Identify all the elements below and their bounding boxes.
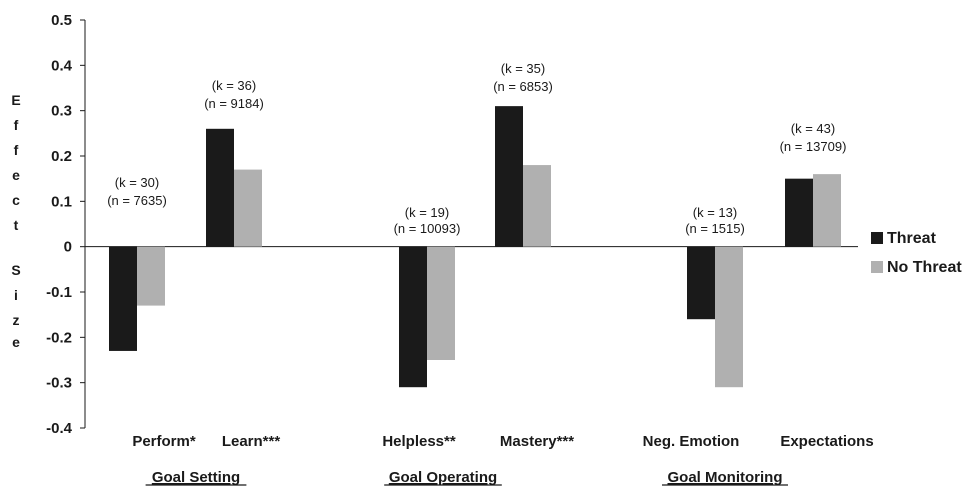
y-label-letter: e bbox=[12, 334, 20, 350]
annotation-k: (k = 19) bbox=[405, 205, 449, 220]
category-label: Learn*** bbox=[222, 433, 281, 450]
category-label: Mastery*** bbox=[500, 433, 574, 450]
category-labels: Perform* Learn*** Helpless** Mastery*** Neg.… bbox=[132, 433, 873, 450]
category-label: Expectations bbox=[780, 433, 873, 450]
category-label: Perform* bbox=[132, 433, 196, 450]
y-label-letter: c bbox=[12, 192, 20, 208]
group-label: Goal Setting bbox=[152, 469, 240, 486]
sample-annotations: (k = 30) (n = 7635) (k = 36) (n = 9184) (k =… bbox=[107, 61, 846, 236]
bar-threat bbox=[206, 128, 234, 247]
annotation-n: (n = 6853) bbox=[493, 79, 553, 94]
category-label: Neg. Emotion bbox=[643, 433, 740, 450]
group-label: Goal Monitoring bbox=[668, 469, 783, 486]
annotation-n: (n = 10093) bbox=[394, 221, 461, 236]
y-label-letter: S bbox=[11, 262, 20, 278]
annotation-k: (k = 13) bbox=[693, 205, 737, 220]
annotation-n: (n = 7635) bbox=[107, 193, 167, 208]
y-tick-label: 0.2 bbox=[51, 148, 72, 165]
group-label: Goal Operating bbox=[389, 469, 497, 486]
bar-no-threat bbox=[715, 246, 743, 388]
y-label-letter: E bbox=[11, 92, 20, 108]
annotation-k: (k = 43) bbox=[791, 121, 835, 136]
bar-no-threat bbox=[427, 246, 455, 360]
y-label-letter: e bbox=[12, 167, 20, 183]
bar-no-threat bbox=[234, 169, 262, 247]
annotation-k: (k = 36) bbox=[212, 78, 256, 93]
annotation-n: (n = 1515) bbox=[685, 221, 745, 236]
bar-no-threat bbox=[813, 174, 841, 247]
legend-swatch bbox=[871, 232, 883, 244]
y-tick-label: 0.4 bbox=[51, 57, 73, 74]
y-tick-label: -0.3 bbox=[46, 375, 72, 392]
bar-threat bbox=[495, 106, 523, 247]
y-tick-label: 0 bbox=[64, 239, 72, 256]
annotation-k: (k = 35) bbox=[501, 61, 545, 76]
y-tick-label: 0.3 bbox=[51, 103, 72, 120]
bar-threat bbox=[399, 246, 427, 388]
annotation-k: (k = 30) bbox=[115, 175, 159, 190]
y-tick-label: -0.2 bbox=[46, 329, 72, 346]
y-tick-label: 0.1 bbox=[51, 193, 72, 210]
bar-threat bbox=[785, 178, 813, 247]
y-label-letter: i bbox=[14, 287, 18, 303]
y-axis-ticks: 0.5 0.4 0.3 0.2 0.1 0 -0.1 -0.2 -0.3 -0.4 bbox=[46, 12, 85, 437]
y-label-letter: f bbox=[14, 142, 19, 158]
category-label: Helpless** bbox=[382, 433, 456, 450]
legend: Threat No Threat bbox=[871, 230, 962, 276]
y-label-letter: z bbox=[13, 312, 20, 328]
annotation-n: (n = 9184) bbox=[204, 96, 264, 111]
bars bbox=[109, 106, 841, 388]
legend-label: No Threat bbox=[887, 259, 962, 276]
legend-label: Threat bbox=[887, 230, 937, 247]
y-tick-label: -0.1 bbox=[46, 284, 72, 301]
y-tick-label: 0.5 bbox=[51, 12, 72, 29]
y-label-letter: t bbox=[14, 217, 19, 233]
y-label-letter: f bbox=[14, 117, 19, 133]
group-labels: Goal Setting Goal Operating Goal Monitorin… bbox=[145, 469, 788, 486]
bar-no-threat bbox=[523, 165, 551, 247]
bar-threat bbox=[109, 246, 137, 351]
bar-threat bbox=[687, 246, 715, 320]
annotation-n: (n = 13709) bbox=[780, 139, 847, 154]
legend-swatch bbox=[871, 261, 883, 273]
bar-no-threat bbox=[137, 246, 165, 306]
y-tick-label: -0.4 bbox=[46, 420, 73, 437]
